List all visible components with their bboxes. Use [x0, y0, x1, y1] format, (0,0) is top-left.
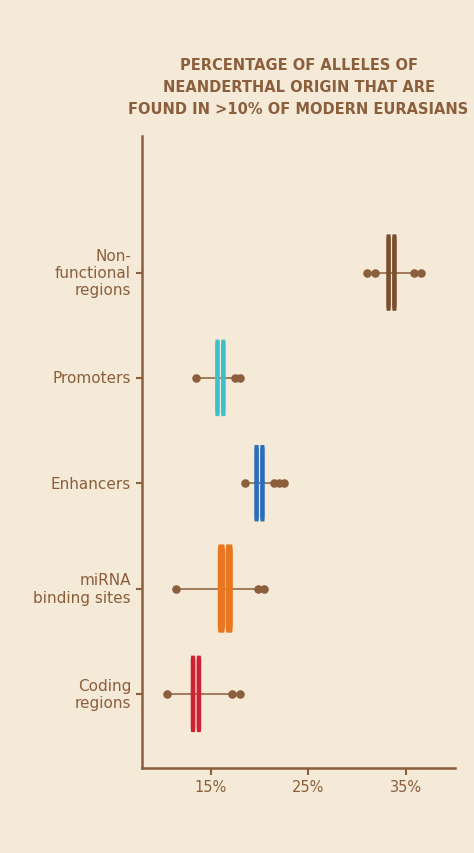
FancyBboxPatch shape	[386, 235, 391, 311]
Point	[254, 582, 261, 595]
FancyBboxPatch shape	[191, 656, 195, 732]
Point	[192, 372, 200, 386]
Point	[173, 582, 180, 595]
Point	[261, 582, 268, 595]
FancyBboxPatch shape	[215, 340, 220, 416]
Point	[270, 477, 278, 490]
Point	[280, 477, 288, 490]
FancyBboxPatch shape	[221, 340, 226, 416]
FancyBboxPatch shape	[226, 545, 233, 633]
Point	[228, 688, 236, 701]
Point	[371, 266, 379, 280]
Point	[410, 266, 418, 280]
FancyBboxPatch shape	[392, 235, 397, 311]
FancyBboxPatch shape	[218, 545, 225, 633]
Point	[275, 477, 283, 490]
Point	[163, 688, 171, 701]
Point	[231, 372, 239, 386]
Title: PERCENTAGE OF ALLELES OF
NEANDERTHAL ORIGIN THAT ARE
FOUND IN >10% OF MODERN EUR: PERCENTAGE OF ALLELES OF NEANDERTHAL ORI…	[128, 58, 469, 117]
Point	[236, 372, 244, 386]
FancyBboxPatch shape	[197, 656, 201, 732]
Point	[417, 266, 425, 280]
FancyBboxPatch shape	[254, 445, 259, 522]
Point	[241, 477, 249, 490]
FancyBboxPatch shape	[260, 445, 265, 522]
Point	[236, 688, 244, 701]
Point	[363, 266, 371, 280]
